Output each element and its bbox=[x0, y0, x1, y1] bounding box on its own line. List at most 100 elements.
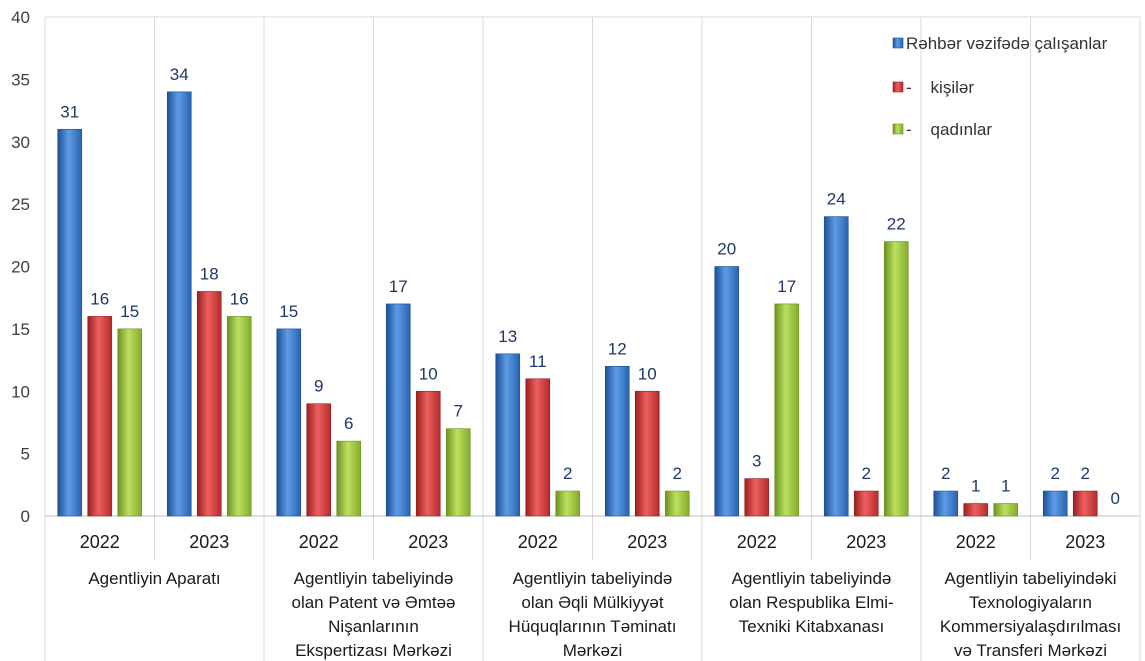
bar-kisiler bbox=[744, 478, 770, 517]
bar-kisiler bbox=[634, 390, 660, 517]
bar-kisiler bbox=[853, 490, 879, 517]
legend-label: - kişilər bbox=[906, 78, 974, 97]
data-label: 11 bbox=[529, 352, 547, 371]
y-tick-label: 0 bbox=[21, 507, 30, 526]
data-label: 2 bbox=[563, 464, 572, 483]
data-label: 9 bbox=[314, 377, 323, 396]
bar-kisiler bbox=[306, 403, 332, 517]
data-label: 2 bbox=[1081, 464, 1090, 483]
bar-kisiler bbox=[196, 291, 222, 517]
group-label: Texnologiyaların bbox=[969, 593, 1092, 612]
x-year-label: 2023 bbox=[627, 532, 667, 552]
x-year-label: 2022 bbox=[956, 532, 996, 552]
x-year-label: 2022 bbox=[518, 532, 558, 552]
data-label: 7 bbox=[454, 402, 463, 421]
bar-kisiler bbox=[1072, 490, 1098, 517]
group-label: və Transferi Mərkəzi bbox=[954, 641, 1107, 660]
y-tick-label: 35 bbox=[11, 70, 30, 89]
y-tick-label: 25 bbox=[11, 195, 30, 214]
y-tick-label: 5 bbox=[21, 445, 30, 464]
data-label: 2 bbox=[673, 464, 682, 483]
data-label: 15 bbox=[279, 302, 298, 321]
bar-kisiler bbox=[415, 390, 441, 517]
data-label: 17 bbox=[389, 277, 408, 296]
data-label: 20 bbox=[717, 240, 736, 259]
data-label: 34 bbox=[170, 65, 189, 84]
bar-rehber bbox=[1042, 490, 1068, 517]
group-label: Ekspertizası Mərkəzi bbox=[295, 641, 452, 660]
y-tick-label: 40 bbox=[11, 8, 30, 27]
legend-swatch bbox=[892, 81, 904, 93]
group-label: Hüquqlarının Təminatı bbox=[509, 617, 677, 636]
x-year-label: 2022 bbox=[299, 532, 339, 552]
data-label: 1 bbox=[971, 477, 980, 496]
bar-qadinlar bbox=[336, 440, 362, 517]
data-label: 1 bbox=[1001, 477, 1010, 496]
group-label: olan Respublika Elmi- bbox=[729, 593, 893, 612]
data-label: 24 bbox=[827, 190, 846, 209]
data-label: 3 bbox=[752, 452, 761, 471]
bar-rehber bbox=[823, 216, 849, 517]
x-axis: 2022 2023 Agentliyin Aparatı 2022 2023 Agentl… bbox=[80, 532, 1121, 660]
data-labels: 3116153418161596171071311212102203172422… bbox=[60, 65, 1120, 508]
legend: Rəhbər vəzifədə çalışanlar - kişilər - qad… bbox=[892, 34, 1108, 139]
bar-qadinlar bbox=[993, 503, 1019, 517]
bar-qadinlar bbox=[117, 328, 143, 517]
bar-rehber bbox=[714, 266, 740, 517]
y-tick-label: 15 bbox=[11, 320, 30, 339]
group-label: Nişanlarının bbox=[328, 617, 419, 636]
group-label: Agentliyin Aparatı bbox=[88, 569, 220, 588]
data-label: 15 bbox=[120, 302, 139, 321]
data-label: 12 bbox=[608, 339, 627, 358]
x-year-label: 2022 bbox=[737, 532, 777, 552]
bar-rehber bbox=[604, 365, 630, 517]
x-year-label: 2022 bbox=[80, 532, 120, 552]
bar-rehber bbox=[933, 490, 959, 517]
data-label: 18 bbox=[200, 264, 219, 283]
data-label: 0 bbox=[1111, 489, 1120, 508]
group-label: olan Əqli Mülkiyyət bbox=[521, 593, 664, 612]
data-label: 16 bbox=[90, 289, 109, 308]
group-label: Agentliyin tabeliyində bbox=[294, 569, 454, 588]
x-year-label: 2023 bbox=[1065, 532, 1105, 552]
data-label: 2 bbox=[1051, 464, 1060, 483]
bar-rehber bbox=[166, 91, 192, 517]
data-label: 17 bbox=[777, 277, 796, 296]
bar-qadinlar bbox=[883, 241, 909, 517]
bar-rehber bbox=[276, 328, 302, 517]
data-label: 22 bbox=[887, 215, 906, 234]
group-label: olan Patent və Əmtəə bbox=[292, 593, 456, 612]
data-label: 16 bbox=[230, 289, 249, 308]
y-axis: 0 5 10 15 20 25 30 35 40 bbox=[11, 8, 30, 526]
bar-qadinlar bbox=[445, 428, 471, 517]
bar-rehber bbox=[495, 353, 521, 517]
bar-kisiler bbox=[87, 316, 113, 517]
group-label: Agentliyin tabeliyindəki bbox=[945, 569, 1117, 588]
data-label: 10 bbox=[419, 364, 438, 383]
bar-kisiler bbox=[963, 503, 989, 517]
group-label: Texniki Kitabxanası bbox=[739, 617, 885, 636]
y-tick-label: 30 bbox=[11, 133, 30, 152]
x-year-label: 2023 bbox=[189, 532, 229, 552]
bars bbox=[57, 91, 1098, 517]
group-label: Agentliyin tabeliyində bbox=[513, 569, 673, 588]
data-label: 2 bbox=[862, 464, 871, 483]
legend-label: Rəhbər vəzifədə çalışanlar bbox=[906, 34, 1108, 53]
bar-qadinlar bbox=[555, 490, 581, 517]
data-label: 31 bbox=[60, 102, 79, 121]
group-label: Mərkəzi bbox=[563, 641, 623, 660]
legend-label: - qadınlar bbox=[906, 120, 992, 139]
data-label: 10 bbox=[638, 364, 657, 383]
bar-qadinlar bbox=[226, 316, 252, 517]
bar-rehber bbox=[57, 128, 83, 517]
bar-rehber bbox=[385, 303, 411, 517]
group-label: Kommersiyalaşdırılması bbox=[940, 617, 1121, 636]
data-label: 6 bbox=[344, 414, 353, 433]
group-label: Agentliyin tabeliyində bbox=[732, 569, 892, 588]
y-tick-label: 10 bbox=[11, 382, 30, 401]
data-label: 13 bbox=[498, 327, 517, 346]
bar-qadinlar bbox=[774, 303, 800, 517]
bar-kisiler bbox=[525, 378, 551, 517]
bar-qadinlar bbox=[664, 490, 690, 517]
